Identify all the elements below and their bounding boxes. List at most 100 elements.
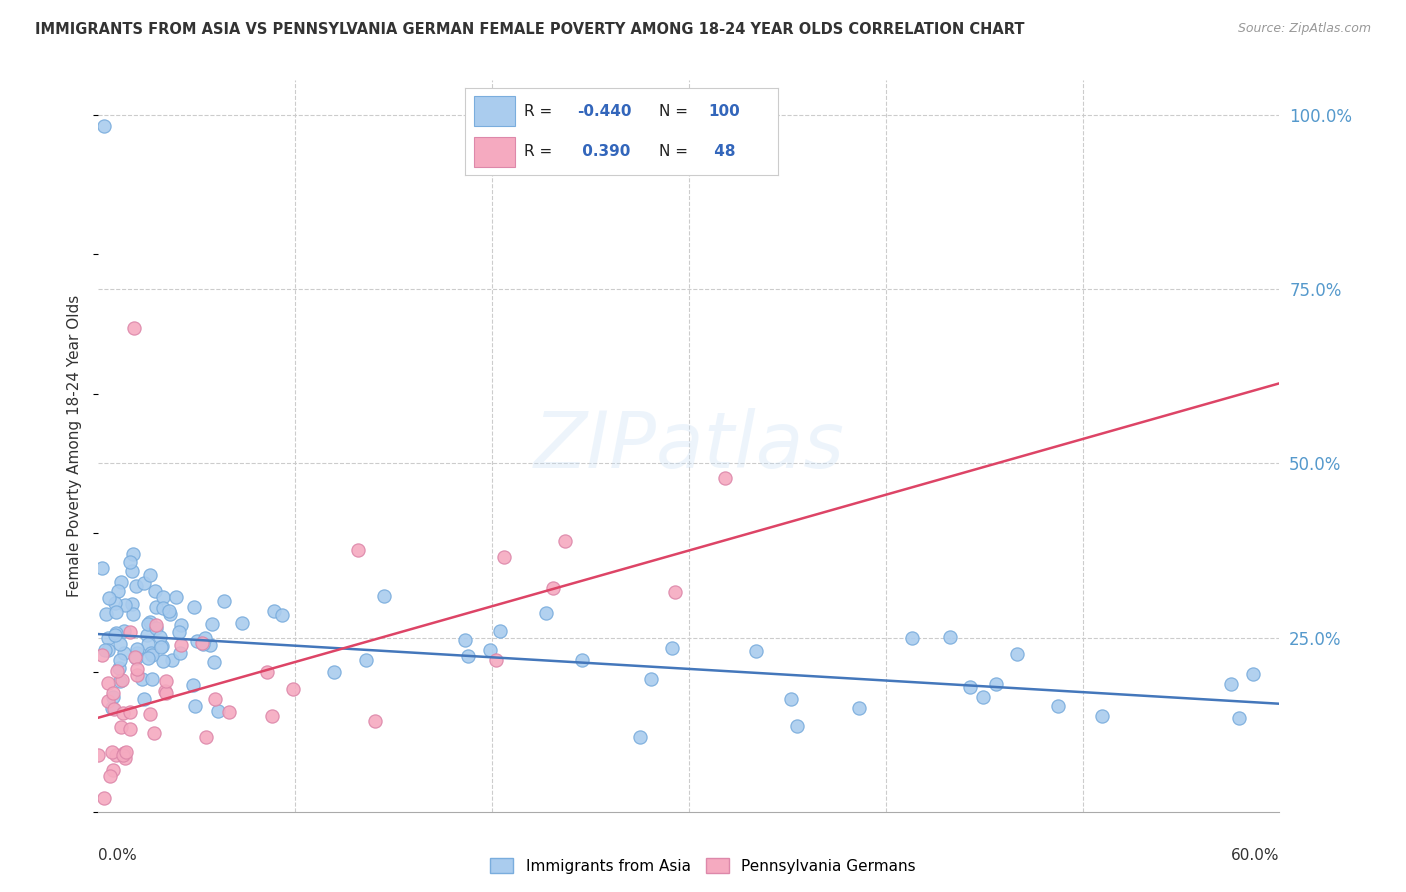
Point xyxy=(263,604,285,618)
Point xyxy=(97,676,120,690)
Text: Source: ZipAtlas.com: Source: ZipAtlas.com xyxy=(1237,22,1371,36)
Point xyxy=(640,672,662,686)
Point xyxy=(191,636,214,650)
Point xyxy=(104,596,127,610)
Point xyxy=(111,673,134,688)
Point xyxy=(93,790,115,805)
Point xyxy=(628,730,651,744)
Point xyxy=(107,583,129,598)
Point xyxy=(110,574,132,589)
Point xyxy=(281,682,304,697)
Point xyxy=(183,678,205,692)
Point xyxy=(152,591,174,605)
Point xyxy=(136,637,159,651)
Point xyxy=(363,714,385,729)
Point xyxy=(322,665,344,680)
Point xyxy=(1227,711,1250,725)
Point xyxy=(270,607,292,622)
Legend: Immigrants from Asia, Pennsylvania Germans: Immigrants from Asia, Pennsylvania Germa… xyxy=(484,852,922,880)
Point xyxy=(780,691,803,706)
Point xyxy=(479,643,502,657)
Point xyxy=(149,630,172,644)
Point xyxy=(165,590,187,604)
Point xyxy=(93,643,115,657)
Point xyxy=(114,745,136,759)
Point xyxy=(121,607,143,621)
Point xyxy=(104,605,127,619)
Point xyxy=(124,579,146,593)
Point xyxy=(354,653,377,667)
Point xyxy=(745,644,768,658)
Point xyxy=(169,646,191,660)
Point xyxy=(554,534,576,549)
Point xyxy=(120,706,142,720)
Point xyxy=(160,653,183,667)
Point xyxy=(104,628,127,642)
Point xyxy=(155,673,177,688)
Point xyxy=(714,471,737,485)
Point xyxy=(139,615,162,629)
Point xyxy=(157,604,180,618)
Point xyxy=(204,692,226,706)
Point xyxy=(139,568,162,582)
Point xyxy=(93,119,115,133)
Point xyxy=(112,646,135,660)
Y-axis label: Female Poverty Among 18-24 Year Olds: Female Poverty Among 18-24 Year Olds xyxy=(67,295,83,597)
Point xyxy=(97,632,120,646)
Point xyxy=(97,643,120,657)
Point xyxy=(786,718,808,732)
Point xyxy=(536,606,558,620)
Point xyxy=(143,584,166,599)
Point xyxy=(153,683,176,698)
Point xyxy=(125,668,148,682)
Point xyxy=(104,625,127,640)
Text: ZIPatlas: ZIPatlas xyxy=(533,408,845,484)
Point xyxy=(112,706,135,720)
Point xyxy=(125,646,148,660)
Point xyxy=(145,621,167,635)
Point xyxy=(170,638,193,652)
Point xyxy=(98,769,121,783)
Point xyxy=(159,607,181,622)
Point xyxy=(183,599,205,614)
Point xyxy=(492,549,515,564)
Point xyxy=(91,648,114,662)
Point xyxy=(848,701,870,715)
Point xyxy=(131,672,153,686)
Point xyxy=(97,591,120,605)
Text: 60.0%: 60.0% xyxy=(1232,848,1279,863)
Point xyxy=(152,639,174,653)
Point xyxy=(103,701,125,715)
Point xyxy=(105,664,128,678)
Point xyxy=(141,646,163,660)
Point xyxy=(169,617,191,632)
Point xyxy=(124,650,146,665)
Point xyxy=(100,745,122,759)
Point xyxy=(155,686,177,700)
Point xyxy=(373,589,395,603)
Point xyxy=(91,560,114,574)
Point xyxy=(110,720,132,734)
Point xyxy=(1046,698,1069,713)
Point xyxy=(231,616,253,631)
Point xyxy=(152,654,174,668)
Point xyxy=(145,599,167,614)
Point xyxy=(121,598,143,612)
Point xyxy=(141,648,163,663)
Point xyxy=(108,637,131,651)
Point xyxy=(202,656,225,670)
Point xyxy=(218,705,240,719)
Point xyxy=(125,641,148,656)
Point xyxy=(347,542,370,557)
Point xyxy=(1219,676,1241,690)
Point xyxy=(136,651,159,665)
Point xyxy=(207,704,229,718)
Point xyxy=(101,690,124,705)
Point xyxy=(118,723,141,737)
Point xyxy=(101,764,124,778)
Point xyxy=(256,665,278,679)
Point xyxy=(145,617,167,632)
Point xyxy=(485,653,508,667)
Point xyxy=(87,748,110,763)
Point xyxy=(959,680,981,694)
